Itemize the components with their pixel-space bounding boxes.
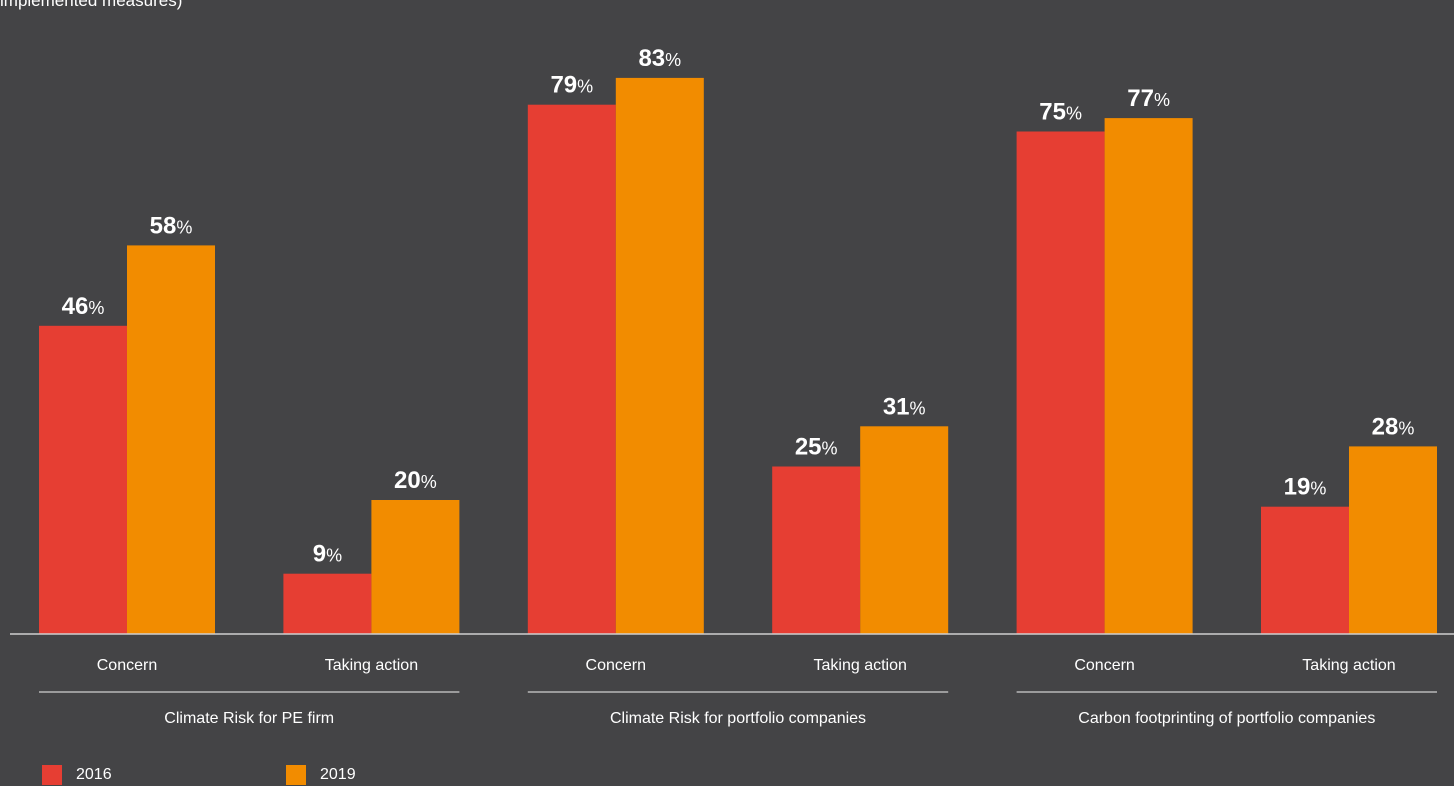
legend-swatch-2019 <box>286 765 306 785</box>
data-label-2016-3: 79% <box>550 72 593 99</box>
bar-2016-3 <box>527 104 616 634</box>
bars-layer <box>39 77 1437 635</box>
note-text: implemented measures) <box>0 0 183 10</box>
ticks-layer: Concern Taking action Concern Taking action… <box>97 657 1396 674</box>
groups-layer: Climate Risk for PE firm Climate Risk for… <box>39 691 1437 727</box>
bar-2019-6 <box>1349 446 1437 634</box>
group-label-1: Climate Risk for PE firm <box>164 710 334 727</box>
bar-2016-6 <box>1261 506 1349 634</box>
category-label-2: Taking action <box>325 657 418 674</box>
bar-2016-5 <box>1016 131 1105 634</box>
category-label-5: Concern <box>1074 657 1134 674</box>
data-label-2016-6: 19% <box>1284 474 1327 501</box>
legend-item-2019: 2019 <box>286 764 356 786</box>
data-label-2019-5: 77% <box>1127 85 1170 112</box>
legend-swatch-2016 <box>42 765 62 785</box>
category-label-3: Concern <box>586 657 646 674</box>
legend-label-2016: 2016 <box>76 766 112 783</box>
group-label-3: Carbon footprinting of portfolio compani… <box>1078 710 1375 727</box>
data-label-2019-2: 20% <box>394 467 437 494</box>
data-label-2019-1: 58% <box>150 212 193 239</box>
category-label-1: Concern <box>97 657 157 674</box>
legend-label-2019: 2019 <box>320 766 356 783</box>
data-label-2016-5: 75% <box>1039 99 1082 126</box>
bar-2019-4 <box>860 426 949 634</box>
bar-2019-1 <box>127 245 215 634</box>
data-label-2016-1: 46% <box>62 293 105 320</box>
bar-2019-2 <box>371 500 460 634</box>
bar-2016-2 <box>283 573 372 634</box>
bar-2019-5 <box>1104 118 1193 635</box>
bar-2016-1 <box>39 325 127 634</box>
category-label-6: Taking action <box>1302 657 1395 674</box>
data-label-2016-4: 25% <box>795 434 838 461</box>
data-label-2019-3: 83% <box>638 45 681 72</box>
group-label-2: Climate Risk for portfolio companies <box>610 710 866 727</box>
bar-2019-3 <box>615 77 704 634</box>
labels-layer: 46% 58% 9% 20% 79% 83% 25% 31% 75% 77% 19% 28% <box>62 45 1415 568</box>
data-label-2019-4: 31% <box>883 393 926 420</box>
data-label-2019-6: 28% <box>1372 413 1415 440</box>
bar-2016-4 <box>772 466 861 634</box>
legend-item-2016: 2016 <box>42 764 112 786</box>
category-label-4: Taking action <box>814 657 907 674</box>
data-label-2016-2: 9% <box>313 541 342 568</box>
